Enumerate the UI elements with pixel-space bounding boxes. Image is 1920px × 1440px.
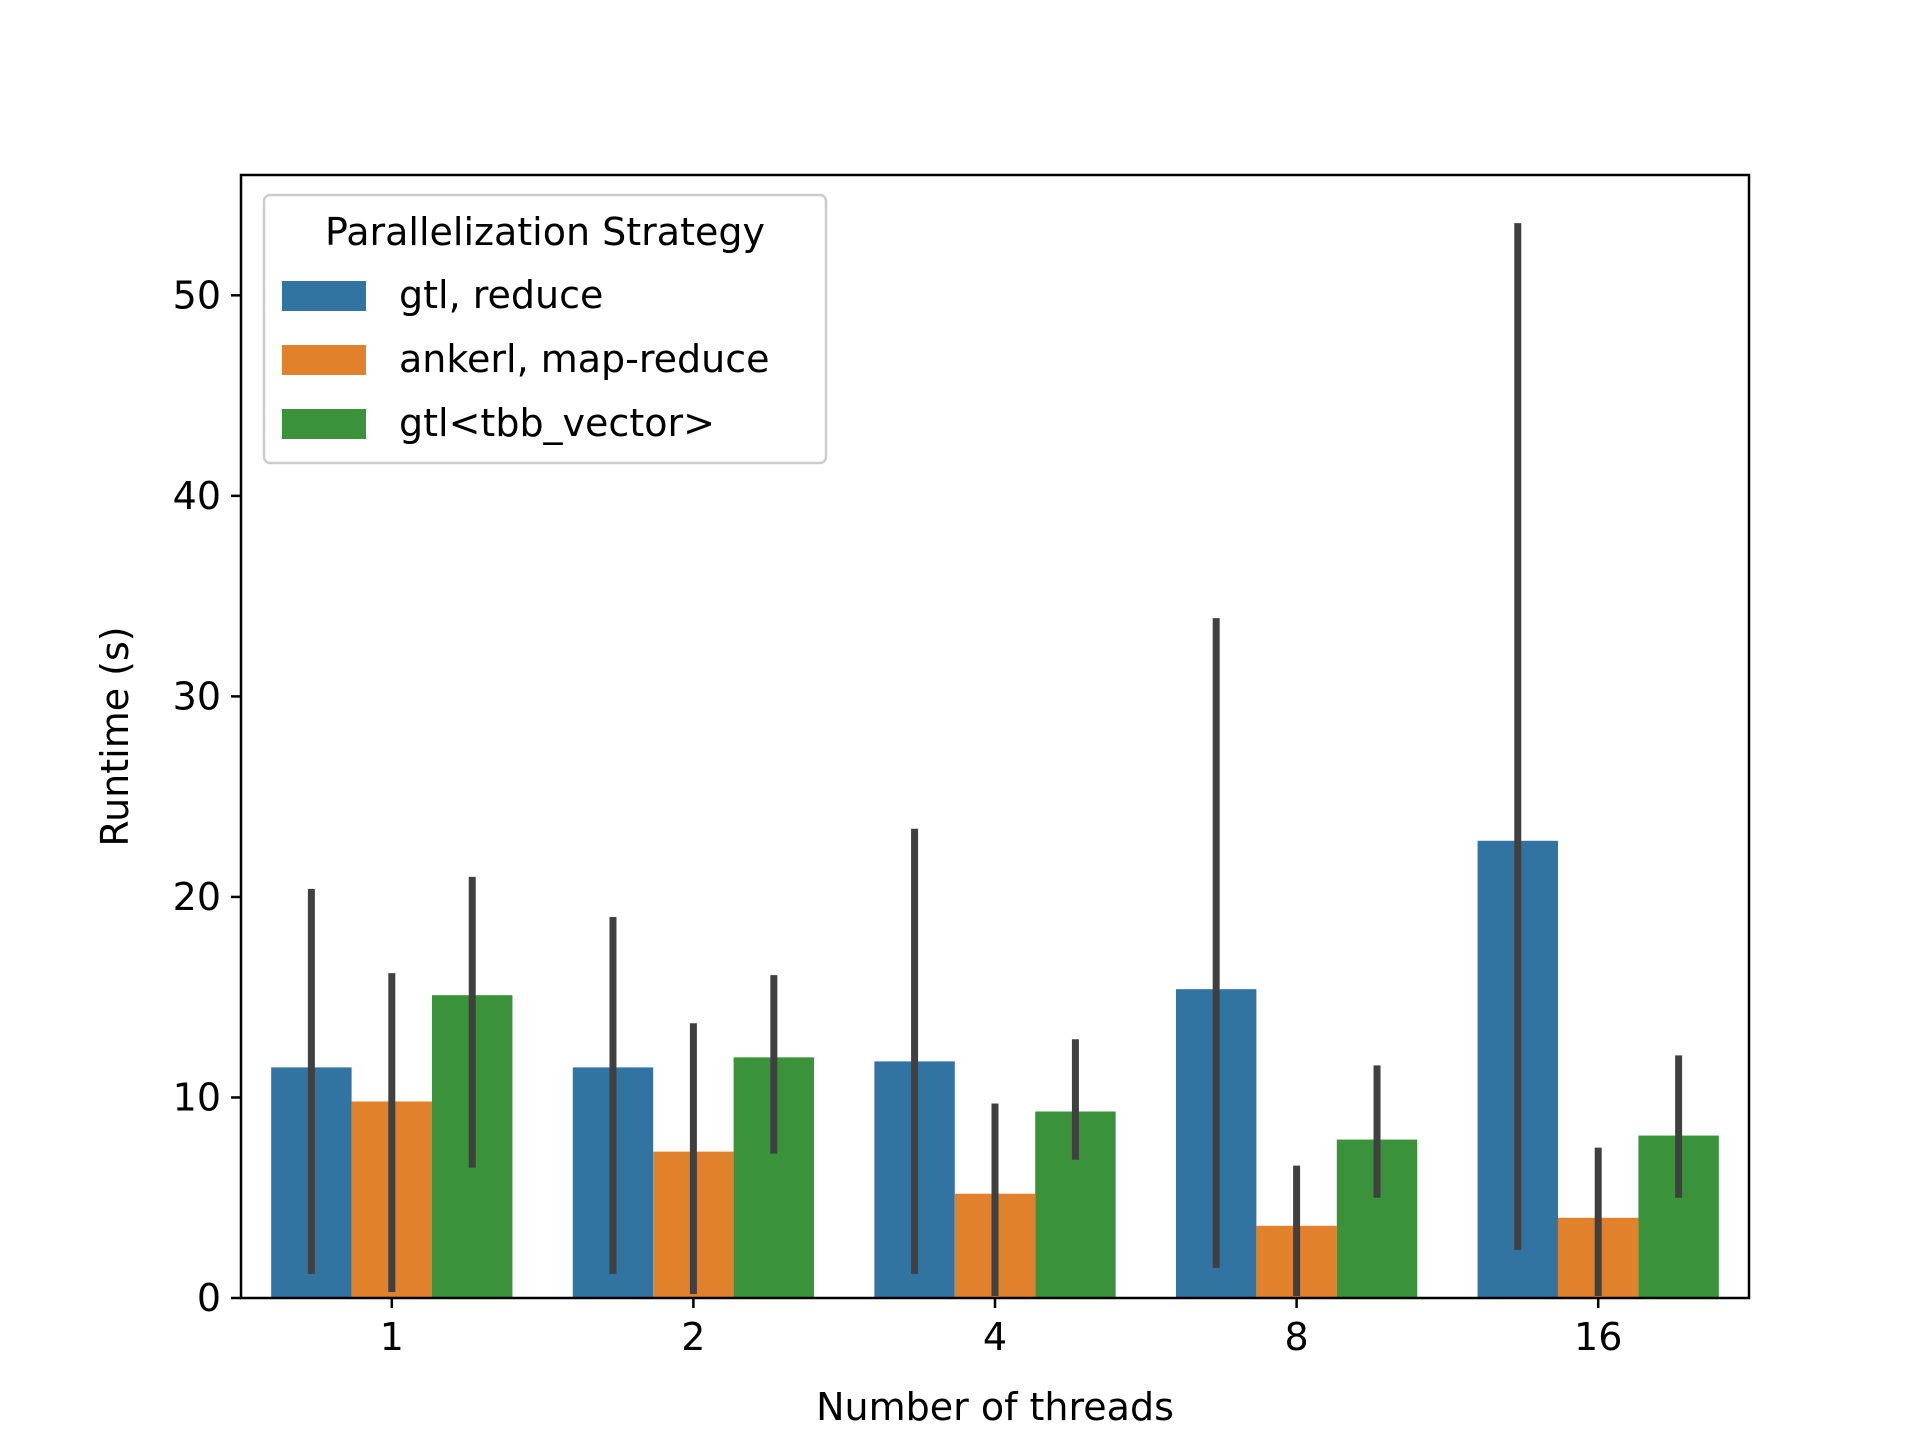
- x-axis-label: Number of threads: [816, 1385, 1174, 1429]
- legend: Parallelization Strategy gtl, reduce anke…: [262, 193, 828, 465]
- x-tick-label-2: 2: [681, 1315, 705, 1359]
- y-axis-label: Runtime (s): [93, 626, 137, 846]
- y-tick-label-0: 0: [197, 1276, 221, 1320]
- y-tick-label-50: 50: [173, 273, 221, 317]
- legend-swatch-s0: [282, 281, 366, 311]
- legend-label-s0: gtl, reduce: [399, 273, 603, 317]
- errorbars-layer: [307, 223, 1683, 1296]
- x-tick-label-4: 4: [983, 1315, 1007, 1359]
- legend-label-s2: gtl<tbb_vector>: [399, 401, 715, 445]
- x-tick-label-1: 1: [380, 1315, 404, 1359]
- legend-swatch-s1: [282, 345, 366, 375]
- y-tick-label-10: 10: [173, 1075, 221, 1119]
- y-tick-label-20: 20: [173, 875, 221, 919]
- legend-label-s1: ankerl, map-reduce: [399, 337, 770, 381]
- y-tick-label-30: 30: [173, 674, 221, 718]
- x-tick-label-8: 8: [1285, 1315, 1309, 1359]
- legend-box: [262, 193, 828, 465]
- legend-swatch-s2: [282, 409, 366, 439]
- legend-title: Parallelization Strategy: [325, 210, 765, 254]
- x-tick-label-16: 16: [1574, 1315, 1622, 1359]
- x-axis: 1 2 4 8 16: [380, 1298, 1622, 1359]
- y-tick-label-40: 40: [173, 474, 221, 518]
- legend-items: gtl, reduce ankerl, map-reduce gtl<tbb_vec…: [282, 273, 770, 445]
- y-axis: 0 10 20 30 40 50: [173, 273, 241, 1320]
